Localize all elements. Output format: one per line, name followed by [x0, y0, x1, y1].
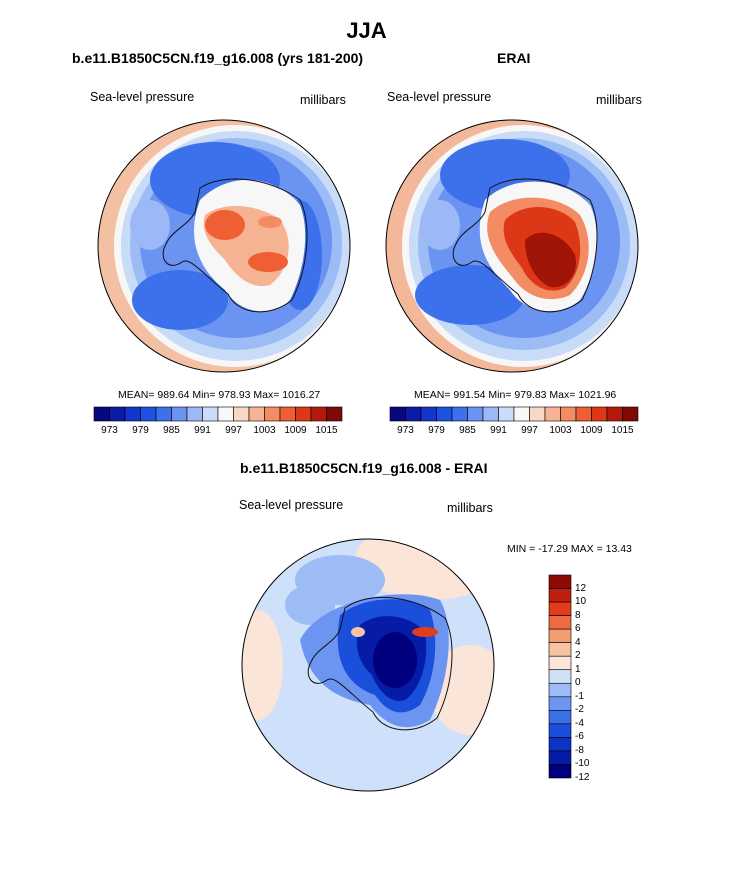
diff-colorbar-tick-label: 10 — [575, 596, 587, 608]
obs-colorbar-tick-label: 1009 — [580, 425, 603, 436]
diff-colorbar-swatch — [548, 750, 572, 765]
obs-units-label: millibars — [596, 93, 642, 107]
model-colorbar-tick-label: 985 — [163, 425, 180, 436]
obs-colorbar-tick-label: 1003 — [549, 425, 572, 436]
diff-colorbar-swatch — [548, 574, 572, 589]
diff-colorbar-swatch — [548, 723, 572, 738]
model-colorbar-tick-label: 991 — [194, 425, 211, 436]
diff-colorbar-tick-label: 8 — [575, 609, 581, 621]
diff-colorbar-swatch — [548, 615, 572, 630]
model-colorbar-tick-label: 1003 — [253, 425, 276, 436]
diff-colorbar-swatch — [548, 642, 572, 657]
diff-colorbar-swatch — [548, 682, 572, 698]
model-variable-label: Sea-level pressure — [90, 90, 195, 104]
diff-colorbar-tick-label: 2 — [575, 650, 581, 662]
diff-colorbar-tick-label: -12 — [575, 772, 590, 783]
obs-stats: MEAN= 991.54 Min= 979.83 Max= 1021.96 — [414, 389, 617, 401]
obs-colorbar-tick-label: 997 — [521, 425, 538, 436]
diff-colorbar-tick-label: 12 — [575, 582, 587, 594]
obs-colorbar-swatch — [622, 406, 639, 422]
model-colorbar-tick-label: 979 — [132, 425, 149, 436]
diff-colorbar-swatch — [548, 655, 572, 671]
diff-colorbar-tick-label: -4 — [575, 717, 584, 729]
obs-colorbar-tick-label: 979 — [428, 425, 445, 436]
obs-colorbar-tick-label: 973 — [397, 425, 414, 436]
diff-colorbar-swatch — [548, 669, 572, 684]
diff-colorbar-tick-label: 4 — [575, 636, 581, 648]
diff-colorbar-tick-label: -10 — [575, 758, 590, 770]
diff-colorbar-swatch — [548, 628, 572, 643]
diff-stats: MIN = -17.29 MAX = 13.43 — [507, 543, 632, 555]
model-panel-title: b.e11.B1850C5CN.f19_g16.008 (yrs 181-200… — [72, 50, 364, 66]
diff-colorbar-tick-label: 1 — [575, 663, 581, 675]
model-stats: MEAN= 989.64 Min= 978.93 Max= 1016.27 — [118, 389, 321, 401]
diff-colorbar-swatch — [548, 601, 572, 616]
diff-colorbar-tick-label: -6 — [575, 731, 584, 743]
diff-colorbar-tick-label: -8 — [575, 744, 584, 756]
diff-colorbar-swatch — [548, 696, 572, 711]
diff-panel-title: b.e11.B1850C5CN.f19_g16.008 - ERAI — [240, 460, 488, 476]
model-colorbar-tick-label: 997 — [225, 425, 242, 436]
obs-colorbar-tick-label: 1015 — [611, 425, 634, 436]
diff-colorbar-swatch — [548, 764, 572, 779]
diff-colorbar-swatch — [548, 737, 572, 752]
diff-variable-label: Sea-level pressure — [239, 498, 344, 512]
model-colorbar-tick-label: 973 — [101, 425, 118, 436]
diff-colorbar-tick-label: 6 — [575, 623, 581, 635]
diff-colorbar-tick-label: -1 — [575, 690, 584, 702]
diff-units-label: millibars — [447, 501, 493, 515]
model-colorbar-tick-label: 1009 — [284, 425, 307, 436]
diff-colorbar-tick-label: -2 — [575, 704, 584, 716]
diff-colorbar-swatch — [548, 588, 572, 603]
model-colorbar-tick-label: 1015 — [315, 425, 338, 436]
diff-colorbar-swatch — [548, 710, 572, 725]
diff-colorbar-tick-label: 0 — [575, 677, 581, 689]
model-colorbar-swatch — [326, 406, 343, 422]
page-title: JJA — [346, 18, 387, 43]
obs-colorbar-tick-label: 991 — [490, 425, 507, 436]
obs-panel-title: ERAI — [497, 50, 531, 66]
obs-colorbar-tick-label: 985 — [459, 425, 476, 436]
obs-variable-label: Sea-level pressure — [387, 90, 492, 104]
model-units-label: millibars — [300, 93, 346, 107]
